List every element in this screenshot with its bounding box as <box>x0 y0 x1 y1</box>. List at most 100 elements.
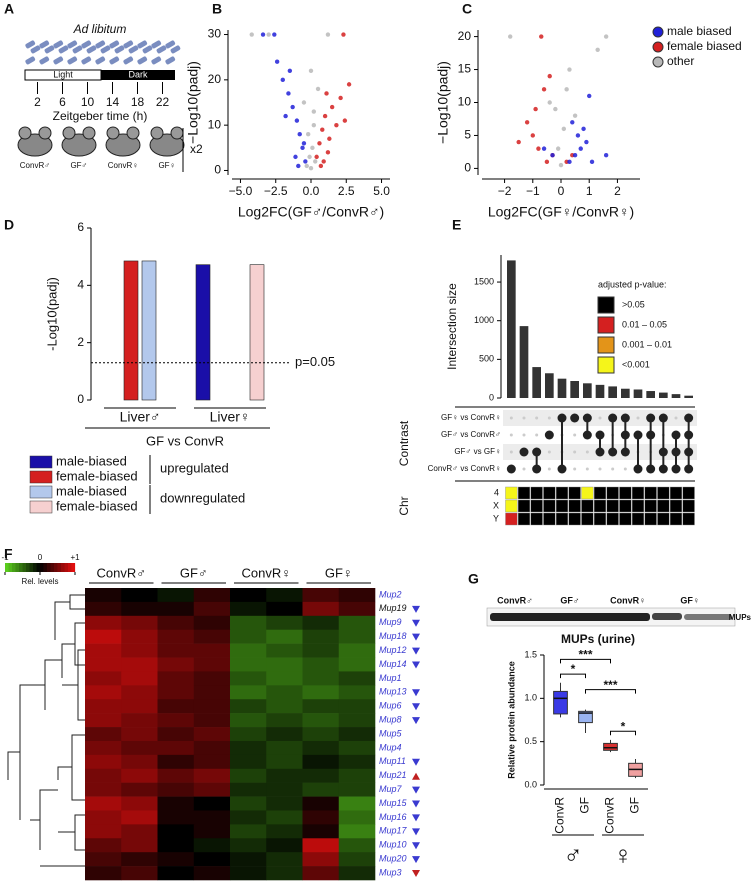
chr-label: Y <box>493 513 499 523</box>
bar <box>659 392 668 398</box>
y-tick-label: 20 <box>208 72 222 86</box>
heat-cell <box>230 740 267 756</box>
point <box>555 146 561 151</box>
row-label: Mup6 <box>379 701 402 711</box>
chr-title: Chr <box>397 496 411 515</box>
pellet <box>114 45 125 54</box>
empty-dot <box>509 450 513 454</box>
y-tick-label: 0.0 <box>524 779 537 789</box>
legend-label: male-biased <box>56 453 127 468</box>
legend-swatch <box>29 470 53 484</box>
heat-cell <box>230 699 267 714</box>
heat-cell <box>230 824 267 839</box>
heat-cell <box>302 838 340 853</box>
bar <box>646 391 655 398</box>
heat-cell <box>302 615 340 631</box>
diagram-xlabel: Zeitgeber time (h) <box>53 109 148 123</box>
set-dot <box>646 464 656 474</box>
lane-label: GF♂ <box>560 595 579 605</box>
chr-cell <box>631 512 645 526</box>
pellet <box>170 45 181 54</box>
set-dot <box>658 447 668 457</box>
sig-label: * <box>571 662 576 676</box>
heat-cell <box>302 643 340 658</box>
chart-title: MUPs (urine) <box>561 632 635 646</box>
point <box>317 141 322 146</box>
point <box>301 141 307 146</box>
set-label: GF♂ vs ConvR♂ <box>441 430 501 439</box>
heat-cell <box>302 713 340 728</box>
y-tick-label: 30 <box>208 27 222 41</box>
heat-cell <box>193 824 231 839</box>
heat-cell <box>85 810 122 825</box>
heat-cell <box>230 768 267 783</box>
colorbar-cell <box>29 563 34 572</box>
legend-swatch <box>597 296 615 314</box>
bar <box>608 386 617 398</box>
marker-down <box>412 689 420 697</box>
colorbar-cell <box>40 563 44 572</box>
heat-cell <box>157 866 195 881</box>
heat-cell <box>85 588 122 603</box>
point <box>567 159 572 165</box>
x-tick-label: 0 <box>558 184 565 198</box>
mouse-label: ConvR♀ <box>108 161 138 170</box>
point <box>321 159 326 164</box>
heat-cell <box>193 657 231 672</box>
x-tick-label: Liver♂ <box>120 409 161 425</box>
set-dot <box>684 447 694 457</box>
heat-cell <box>338 838 376 853</box>
chr-label: 4 <box>494 487 499 497</box>
y-tick-label: 6 <box>77 220 84 234</box>
marker-down <box>412 842 420 850</box>
point <box>589 159 595 165</box>
chr-cell <box>619 499 632 513</box>
marker-down <box>412 758 420 766</box>
point <box>547 73 552 79</box>
heat-cell <box>338 782 376 797</box>
point <box>530 133 535 138</box>
box <box>603 742 618 751</box>
x-tick-label: −2 <box>498 184 512 198</box>
heat-cell <box>85 740 122 756</box>
heat-cell <box>85 657 122 672</box>
heat-cell <box>121 657 158 672</box>
blot-image <box>486 607 736 627</box>
column-group: GF♀ <box>325 565 353 580</box>
heat-cell <box>193 727 231 742</box>
set-dot <box>646 413 656 423</box>
chr-cell <box>631 499 645 513</box>
heat-cell <box>302 685 340 700</box>
legend-swatch <box>597 356 615 374</box>
legend-swatch <box>597 316 615 334</box>
heat-cell <box>302 727 340 742</box>
row-label: Mup13 <box>379 687 407 697</box>
pellet <box>151 40 162 49</box>
heat-cell <box>338 615 376 631</box>
point <box>547 100 552 105</box>
heat-cell <box>302 768 340 783</box>
phase-label: Dark <box>128 69 148 79</box>
bar <box>545 373 554 398</box>
point <box>342 118 348 123</box>
heat-cell <box>302 754 340 770</box>
heat-cell <box>157 615 195 631</box>
point <box>572 153 578 158</box>
heat-cell <box>85 713 122 728</box>
empty-dot <box>585 467 589 471</box>
heat-cell <box>85 601 122 617</box>
heat-cell <box>266 740 303 756</box>
heat-cell <box>121 768 158 783</box>
heat-cell <box>266 601 303 617</box>
empty-dot <box>585 450 589 454</box>
point <box>320 127 325 132</box>
chr-cell <box>517 512 531 526</box>
colorbar-cell <box>15 563 20 572</box>
set-dot <box>620 430 630 440</box>
heat-cell <box>230 601 267 617</box>
chr-cell <box>517 486 531 500</box>
point <box>329 104 335 110</box>
x-tick-label: 2 <box>614 184 621 198</box>
